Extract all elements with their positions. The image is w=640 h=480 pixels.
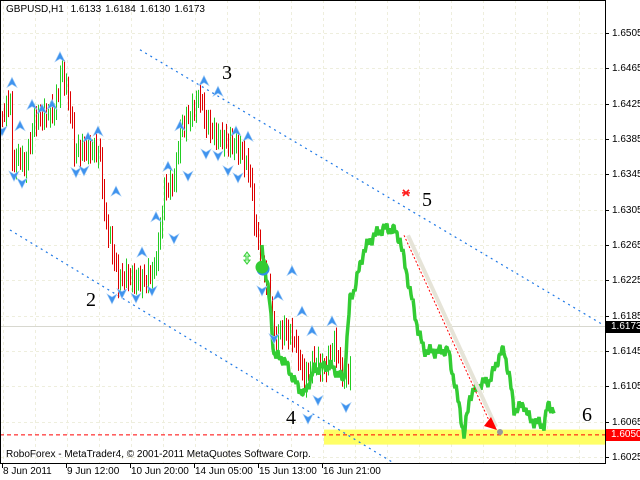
- time-tick-label: 10 Jun 20:00: [131, 466, 189, 477]
- fractal-up-arrow-icon: [14, 119, 26, 132]
- price-levels: [0, 326, 605, 436]
- fractal-arrows: [0, 51, 352, 425]
- channel-line: [139, 49, 605, 326]
- fractal-up-arrow-icon: [92, 125, 104, 137]
- price-tick-label: 1.6265: [612, 239, 640, 251]
- time-tick-label: 15 Jun 13:00: [259, 466, 317, 477]
- forecast-arrow-line: [403, 235, 493, 428]
- up-down-arrow-icon: [243, 251, 251, 265]
- wave-label: 5: [422, 188, 432, 211]
- fractal-up-arrow-icon: [326, 315, 338, 327]
- fractal-down-arrow-icon: [116, 287, 128, 300]
- price-tick-label: 1.6465: [612, 62, 640, 74]
- fractal-down-arrow-icon: [70, 166, 82, 179]
- fractal-up-arrow-icon: [54, 51, 66, 63]
- fractal-up-arrow-icon: [6, 76, 18, 89]
- fractal-down-arrow-icon: [130, 292, 142, 304]
- price-tick-label: 1.6425: [612, 98, 640, 110]
- wave-label: 6: [582, 403, 592, 426]
- level-price-label: 1.6050: [606, 428, 640, 441]
- price-tick-label: 1.6065: [612, 416, 640, 428]
- fractal-down-arrow-icon: [256, 285, 268, 297]
- price-bars: [2, 60, 351, 398]
- fractal-down-arrow-icon: [222, 165, 234, 177]
- fractal-down-arrow-icon: [16, 177, 28, 189]
- price-tick-label: 1.6185: [612, 310, 640, 322]
- fractal-down-arrow-icon: [78, 165, 90, 177]
- fractal-down-arrow-icon: [268, 332, 280, 345]
- chart-header: GBPUSD,H1 1.6133 1.6184 1.6130 1.6173: [6, 4, 209, 15]
- fractal-up-arrow-icon: [306, 324, 318, 337]
- open-price: 1.6133: [70, 4, 102, 15]
- time-tick-label: 14 Jun 05:00: [195, 466, 253, 477]
- price-tick-label: 1.6145: [612, 345, 640, 357]
- fractal-up-arrow-icon: [198, 74, 210, 87]
- fractal-down-arrow-icon: [340, 401, 352, 414]
- price-tick-label: 1.6105: [612, 380, 640, 392]
- fractal-up-arrow-icon: [212, 85, 224, 97]
- fractal-up-arrow-icon: [150, 210, 162, 223]
- price-tick-label: 1.6305: [612, 204, 640, 216]
- star-marker-icon: [402, 189, 410, 197]
- forecast-arrow-shadow: [406, 234, 498, 428]
- markers: [243, 189, 410, 276]
- forecast-arrow-head-icon: [484, 416, 497, 430]
- fractal-down-arrow-icon: [200, 148, 212, 160]
- price-tick-label: 1.6225: [612, 274, 640, 286]
- fractal-down-arrow-icon: [8, 170, 20, 182]
- high-price: 1.6184: [105, 4, 136, 15]
- wave-label: 3: [222, 61, 232, 84]
- fractal-up-arrow-icon: [296, 305, 308, 317]
- fractal-up-arrow-icon: [46, 98, 58, 111]
- price-tick-label: 1.6385: [612, 133, 640, 145]
- fractal-up-arrow-icon: [110, 185, 122, 197]
- fractal-down-arrow-icon: [302, 413, 314, 425]
- fractal-down-arrow-icon: [182, 170, 194, 182]
- low-price: 1.6130: [139, 4, 171, 15]
- time-tick-label: 16 Jun 21:00: [323, 466, 381, 477]
- time-tick-label: 8 Jun 2011: [3, 466, 52, 477]
- fractal-up-arrow-icon: [242, 130, 254, 143]
- fractal-down-arrow-icon: [146, 285, 158, 297]
- grid: [0, 0, 605, 463]
- price-tick-label: 1.6345: [612, 168, 640, 180]
- wave-label: 4: [286, 407, 296, 430]
- current-price-label: 1.6173: [606, 320, 640, 333]
- fractal-up-arrow-icon: [136, 246, 148, 258]
- fractal-down-arrow-icon: [106, 293, 118, 305]
- forecast-arrow-handle: [497, 428, 503, 435]
- time-tick-label: 9 Jun 12:00: [67, 466, 120, 477]
- wave-label: 2: [86, 288, 96, 311]
- fractal-down-arrow-icon: [0, 125, 8, 137]
- price-tick-label: 1.6025: [612, 451, 640, 463]
- fractal-up-arrow-icon: [272, 289, 284, 302]
- fractal-down-arrow-icon: [168, 233, 180, 245]
- fractal-up-arrow-icon: [36, 103, 48, 115]
- copyright-text: RoboForex - MetaTrader4, © 2001-2011 Met…: [6, 449, 311, 460]
- fractal-down-arrow-icon: [212, 150, 224, 162]
- fractal-up-arrow-icon: [26, 98, 38, 111]
- price-line-series: [260, 222, 556, 439]
- fractal-up-arrow-icon: [82, 131, 94, 143]
- price-tick-label: 1.6505: [612, 27, 640, 39]
- price-line: [260, 222, 556, 439]
- fractal-up-arrow-icon: [286, 264, 298, 277]
- fractal-down-arrow-icon: [312, 394, 324, 407]
- symbol-label: GBPUSD,H1: [6, 4, 64, 15]
- fractal-up-arrow-icon: [230, 125, 242, 137]
- plot-frame: [0, 0, 606, 464]
- axis-ticks: [2, 33, 609, 468]
- fractal-up-arrow-icon: [162, 160, 174, 173]
- entry-circle-icon: [255, 260, 269, 274]
- close-price: 1.6173: [174, 4, 205, 15]
- fractal-up-arrow-icon: [174, 119, 186, 132]
- channel-lines[interactable]: [9, 49, 605, 464]
- fractal-down-arrow-icon: [232, 172, 244, 184]
- forecast-arrow[interactable]: [403, 234, 503, 435]
